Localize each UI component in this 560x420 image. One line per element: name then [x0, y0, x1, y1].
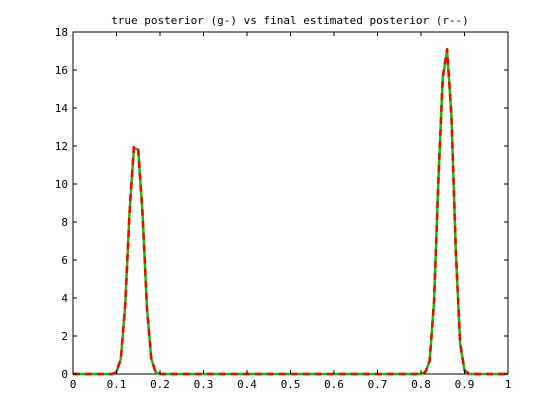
y-tick-label: 10 [55, 178, 68, 191]
y-tick-label: 16 [55, 64, 68, 77]
chart-title: true posterior (g-) vs final estimated p… [111, 14, 469, 27]
y-tick-label: 0 [61, 368, 68, 381]
x-tick-label: 0.6 [324, 378, 344, 391]
y-tick-label: 14 [55, 102, 69, 115]
plot-area: 0 0.1 0.2 0.3 0.4 0.5 0.6 0.7 0.8 0.9 102468101214… [55, 26, 512, 391]
x-tick-label: 0.5 [281, 378, 301, 391]
x-tick-label: 0.1 [107, 378, 127, 391]
series-line-estimated-posterior [73, 47, 508, 376]
x-tick-label: 0 [70, 378, 77, 391]
y-tick-label: 6 [61, 254, 68, 267]
x-tick-label: 1 [505, 378, 512, 391]
y-tick-label: 8 [61, 216, 68, 229]
x-tick-label: 0.4 [237, 378, 257, 391]
y-tick-label: 4 [61, 292, 68, 305]
ticks-layer: 0 0.1 0.2 0.3 0.4 0.5 0.6 0.7 0.8 0.9 102468101214… [55, 26, 512, 391]
x-tick-label: 0.2 [150, 378, 170, 391]
y-tick-label: 2 [61, 330, 68, 343]
y-tick-label: 18 [55, 26, 68, 39]
x-tick-label: 0.9 [455, 378, 475, 391]
y-tick-label: 12 [55, 140, 68, 153]
x-tick-label: 0.7 [368, 378, 388, 391]
x-tick-label: 0.3 [194, 378, 214, 391]
series-layer [73, 47, 508, 376]
x-tick-label: 0.8 [411, 378, 431, 391]
